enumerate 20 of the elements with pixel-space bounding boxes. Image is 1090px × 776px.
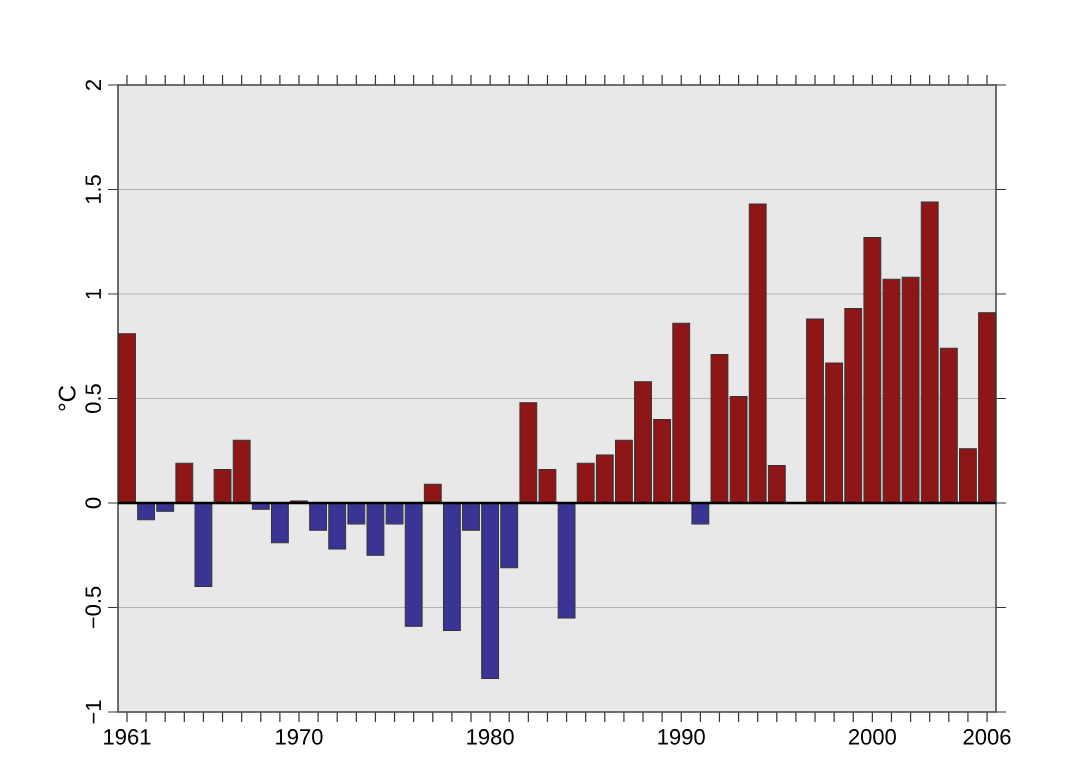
bar [691, 502, 710, 525]
x-tick-label: 2006 [963, 729, 1011, 745]
y-axis-title: °C [58, 385, 76, 411]
y-tick-label: −0.5 [85, 586, 101, 629]
y-tick-label: 1.5 [85, 175, 101, 204]
x-tick-label: 1961 [104, 729, 151, 745]
y-tick-label: 2 [85, 79, 101, 91]
bar [423, 483, 442, 504]
x-tick-label: 2000 [848, 729, 896, 745]
y-tick-label: 0.5 [85, 384, 101, 413]
x-tick-label: 1980 [467, 729, 514, 745]
x-tick-label: 1990 [658, 729, 705, 745]
y-tick-label: 0 [85, 497, 101, 509]
bar [118, 333, 136, 504]
y-tick-label: −1 [85, 700, 101, 724]
y-tick-label: 1 [85, 288, 101, 299]
bar [557, 502, 576, 619]
x-tick-label: 1970 [276, 729, 323, 745]
bar [194, 502, 213, 588]
bar [175, 462, 194, 504]
